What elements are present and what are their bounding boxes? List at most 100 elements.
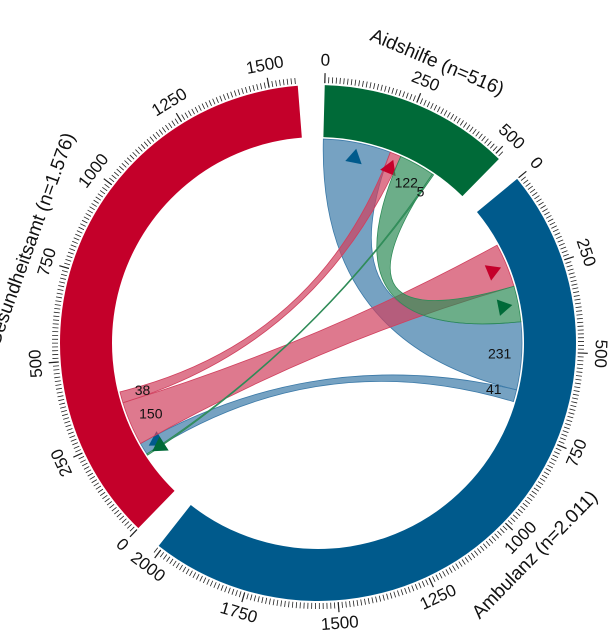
minor-tick: [263, 82, 266, 89]
minor-tick: [102, 186, 108, 192]
minor-tick: [350, 79, 353, 86]
minor-tick: [573, 294, 580, 297]
tick-label: 1250: [417, 580, 459, 613]
minor-tick: [568, 412, 575, 415]
minor-tick: [226, 92, 230, 99]
minor-tick: [149, 136, 155, 142]
minor-tick: [477, 548, 482, 554]
minor-tick: [83, 216, 90, 221]
tick-label: 1500: [244, 52, 285, 78]
minor-tick: [70, 438, 77, 442]
minor-tick: [93, 482, 100, 487]
minor-tick: [432, 576, 436, 582]
group-arc: [158, 178, 576, 601]
minor-tick: [65, 259, 72, 262]
minor-tick: [341, 601, 343, 608]
minor-tick: [545, 468, 552, 472]
minor-tick: [453, 116, 458, 122]
minor-tick: [275, 80, 277, 87]
minor-tick: [525, 182, 531, 187]
minor-tick: [574, 302, 582, 305]
minor-tick: [55, 387, 63, 390]
minor-tick: [69, 248, 76, 251]
minor-tick: [538, 201, 544, 206]
minor-tick: [73, 237, 80, 241]
minor-tick: [507, 520, 513, 525]
minor-tick: [208, 100, 212, 106]
minor-tick: [576, 371, 583, 373]
major-tick: [59, 265, 70, 270]
minor-tick: [80, 459, 86, 463]
minor-tick: [365, 81, 368, 88]
minor-tick: [137, 146, 143, 152]
minor-tick: [230, 91, 234, 98]
minor-tick: [421, 581, 425, 587]
minor-tick: [102, 494, 108, 500]
minor-tick: [562, 253, 569, 257]
minor-tick: [233, 90, 237, 97]
minor-tick: [91, 479, 97, 484]
minor-tick: [261, 597, 264, 604]
minor-tick: [81, 462, 88, 467]
minor-tick: [161, 127, 167, 133]
minor-tick: [54, 380, 61, 383]
minor-tick: [288, 601, 290, 608]
minor-tick: [569, 408, 576, 411]
minor-tick: [83, 466, 90, 470]
minor-tick: [104, 183, 110, 189]
minor-tick: [563, 426, 570, 430]
minor-tick: [373, 83, 376, 90]
minor-tick: [572, 393, 579, 396]
minor-tick: [126, 157, 132, 163]
major-tick: [103, 178, 113, 186]
minor-tick: [55, 384, 62, 386]
minor-tick: [430, 103, 434, 109]
minor-tick: [52, 319, 60, 321]
minor-tick: [235, 590, 238, 597]
minor-tick: [541, 474, 548, 479]
minor-tick: [182, 566, 187, 573]
minor-tick: [354, 79, 357, 86]
minor-tick: [520, 505, 526, 511]
minor-tick: [87, 209, 94, 214]
chord-label: 5: [417, 183, 425, 199]
major-tick: [241, 592, 246, 603]
minor-tick: [54, 304, 61, 306]
minor-tick: [192, 572, 197, 578]
chord: [119, 151, 402, 404]
minor-tick: [60, 410, 67, 413]
minor-tick: [554, 232, 561, 236]
minor-tick: [75, 449, 82, 453]
minor-tick: [194, 106, 199, 113]
minor-tick: [69, 435, 76, 439]
minor-tick: [452, 565, 456, 571]
minor-tick: [165, 124, 170, 131]
minor-tick: [371, 597, 374, 604]
minor-tick: [116, 512, 122, 518]
minor-tick: [517, 508, 523, 514]
minor-tick: [484, 138, 489, 144]
minor-tick: [547, 464, 553, 469]
minor-tick: [187, 110, 192, 117]
minor-tick: [135, 149, 140, 155]
tick-label: 0: [112, 535, 132, 555]
minor-tick: [458, 561, 463, 567]
minor-tick: [191, 108, 195, 115]
chord-label: 231: [488, 345, 512, 361]
minor-tick: [143, 141, 149, 147]
minor-tick: [237, 89, 241, 96]
minor-tick: [397, 590, 400, 597]
minor-tick: [568, 272, 575, 275]
minor-tick: [104, 498, 110, 503]
chord: [376, 155, 522, 325]
minor-tick: [185, 568, 190, 575]
minor-tick: [175, 562, 180, 569]
minor-tick: [171, 120, 176, 127]
minor-tick: [220, 584, 224, 591]
minor-tick: [57, 395, 64, 398]
minor-tick: [426, 101, 431, 108]
minor-tick: [109, 504, 115, 509]
minor-tick: [543, 471, 550, 476]
